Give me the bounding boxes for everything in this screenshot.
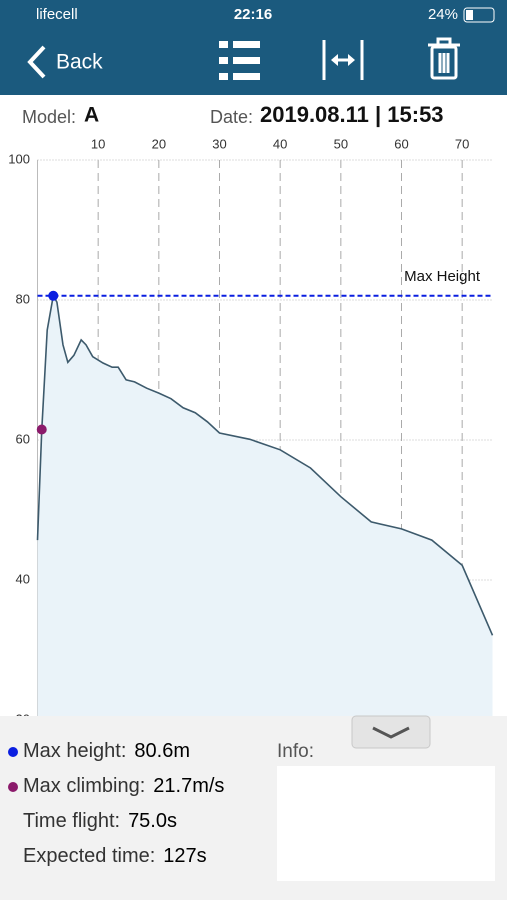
y-tick-label: 80 [16, 291, 30, 306]
y-tick-label: 100 [8, 151, 30, 166]
stat-row: Time flight: 75.0s [23, 810, 177, 832]
info-label: Info: [277, 741, 314, 762]
date-value: 2019.08.11 | 15:53 [260, 102, 444, 127]
y-tick-label: 40 [16, 571, 30, 586]
back-button[interactable]: Back [27, 45, 103, 79]
x-tick-label: 40 [273, 136, 287, 151]
date-label: Date: [210, 107, 253, 127]
back-arrow [27, 45, 46, 79]
marker-point [36, 424, 47, 435]
battery-fill [466, 10, 473, 20]
marker-point [48, 290, 59, 301]
stat-label: Max climbing: [23, 775, 145, 797]
area-fill [37, 295, 493, 720]
info-box [277, 766, 495, 881]
stat-value: 75.0s [128, 810, 177, 832]
clock: 22:16 [234, 6, 272, 23]
chevron [372, 726, 410, 739]
x-tick-label: 60 [394, 136, 408, 151]
stat-bullet [8, 747, 18, 757]
list-button[interactable] [219, 41, 260, 80]
x-tick-label: 50 [334, 136, 348, 151]
x-tick-label: 20 [152, 136, 166, 151]
height-line [36, 293, 494, 636]
model-value: A [84, 104, 99, 127]
x-tick-label: 70 [455, 136, 469, 151]
stat-value: 21.7m/s [153, 775, 224, 797]
battery-icon [463, 7, 495, 23]
max-height-label: Max Height [404, 268, 481, 285]
collapse-button[interactable] [351, 715, 431, 749]
stat-label: Expected time: [23, 845, 155, 867]
model-label: Model: [22, 107, 76, 127]
carrier: lifecell [36, 6, 78, 23]
stat-row: Max height: 80.6m [23, 740, 190, 762]
stat-value: 127s [163, 845, 206, 867]
stat-bullet [8, 782, 18, 792]
y-tick-label: 60 [16, 431, 30, 446]
x-tick-label: 30 [212, 136, 226, 151]
delete-button[interactable] [428, 37, 460, 80]
stat-value: 80.6m [134, 740, 190, 762]
x-tick-label: 10 [91, 136, 105, 151]
stat-label: Max height: [23, 740, 126, 762]
stat-row: Expected time: 127s [23, 845, 207, 867]
stat-label: Time flight: [23, 810, 120, 832]
fit-button[interactable] [322, 40, 364, 80]
battery-level: 24% [428, 6, 458, 23]
stat-row: Max climbing: 21.7m/s [23, 775, 224, 797]
back-label: Back [56, 51, 103, 74]
